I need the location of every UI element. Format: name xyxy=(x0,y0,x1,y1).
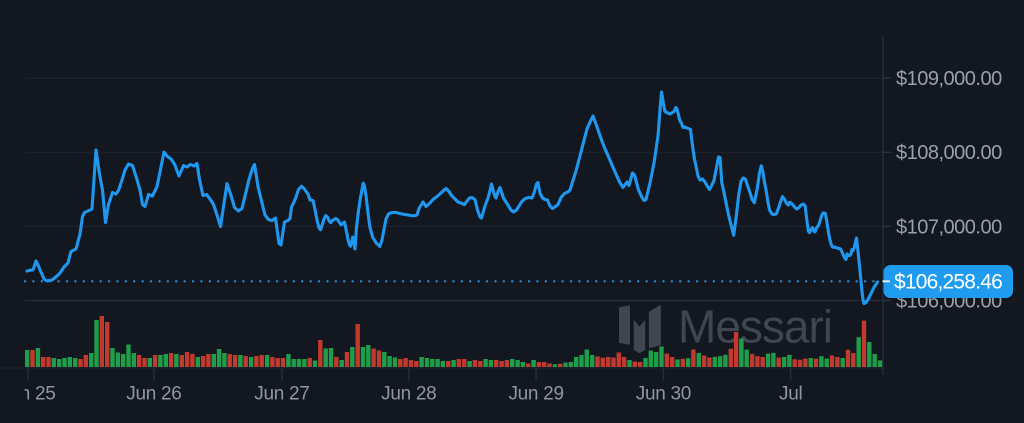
svg-text:Jun 28: Jun 28 xyxy=(381,384,436,405)
svg-text:Jun 29: Jun 29 xyxy=(508,384,563,405)
svg-text:Jun 27: Jun 27 xyxy=(254,384,309,405)
svg-text:$108,000.00: $108,000.00 xyxy=(896,142,1002,164)
svg-text:Jul: Jul xyxy=(779,384,802,405)
svg-text:$107,000.00: $107,000.00 xyxy=(896,216,1002,238)
svg-text:Jun 30: Jun 30 xyxy=(636,384,691,405)
svg-text:Jun 25: Jun 25 xyxy=(0,384,55,405)
svg-text:Messari: Messari xyxy=(678,301,832,353)
svg-text:$109,000.00: $109,000.00 xyxy=(896,68,1002,90)
svg-text:Jun 26: Jun 26 xyxy=(126,384,181,405)
svg-text:$106,258.46: $106,258.46 xyxy=(894,271,1002,294)
